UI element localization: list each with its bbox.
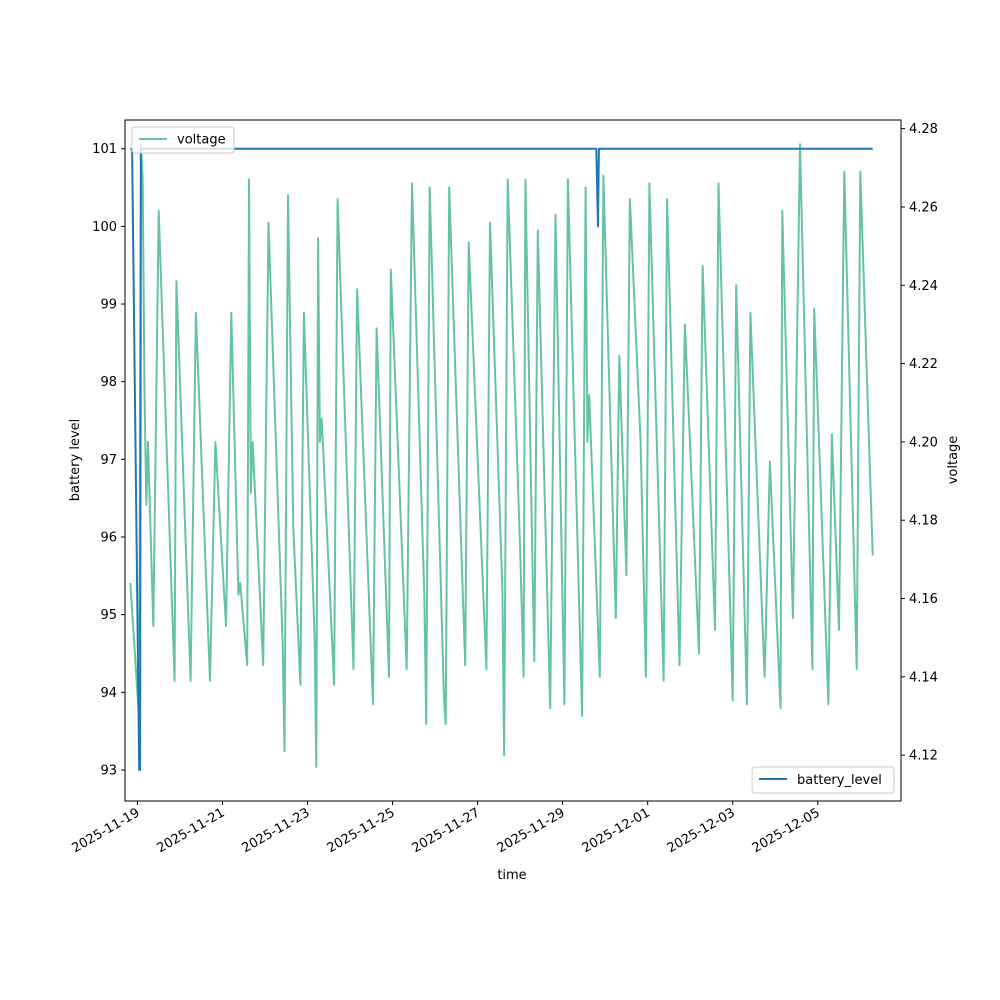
left-y-tick-label: 100 xyxy=(92,220,117,235)
right-y-tick-label: 4.28 xyxy=(909,122,938,137)
plot-frame xyxy=(124,119,902,802)
left-y-tick-label: 96 xyxy=(100,530,117,545)
left-y-tick-label: 99 xyxy=(100,298,117,313)
x-axis-title: time xyxy=(497,868,526,883)
legend-battery-level: battery_level xyxy=(751,766,895,794)
right-y-tick-label: 4.12 xyxy=(909,749,938,764)
left-axis-title: battery level xyxy=(68,419,83,502)
left-y-tick-label: 95 xyxy=(100,608,117,623)
legend-voltage-box xyxy=(131,126,235,154)
series-line-voltage xyxy=(129,143,874,768)
right-y-tick-label: 4.16 xyxy=(909,592,938,607)
legend-voltage: voltage xyxy=(131,126,235,154)
left-y-tick-label: 97 xyxy=(100,453,117,468)
left-y-tick-label: 101 xyxy=(92,142,117,157)
legend-battery-level-box xyxy=(751,766,895,794)
left-y-tick-label: 94 xyxy=(100,686,117,701)
left-y-tick-label: 98 xyxy=(100,375,117,390)
right-y-tick-label: 4.14 xyxy=(909,670,938,685)
right-axis-title: voltage xyxy=(946,436,961,485)
left-y-tick-label: 93 xyxy=(100,763,117,778)
right-y-tick-label: 4.22 xyxy=(909,357,938,372)
right-y-tick-label: 4.24 xyxy=(909,279,938,294)
right-y-tick-label: 4.26 xyxy=(909,200,938,215)
legend-voltage-label: voltage xyxy=(177,133,226,148)
legend-battery-level-label: battery_level xyxy=(797,773,882,788)
right-y-tick-label: 4.20 xyxy=(909,435,938,450)
right-y-tick-label: 4.18 xyxy=(909,514,938,529)
